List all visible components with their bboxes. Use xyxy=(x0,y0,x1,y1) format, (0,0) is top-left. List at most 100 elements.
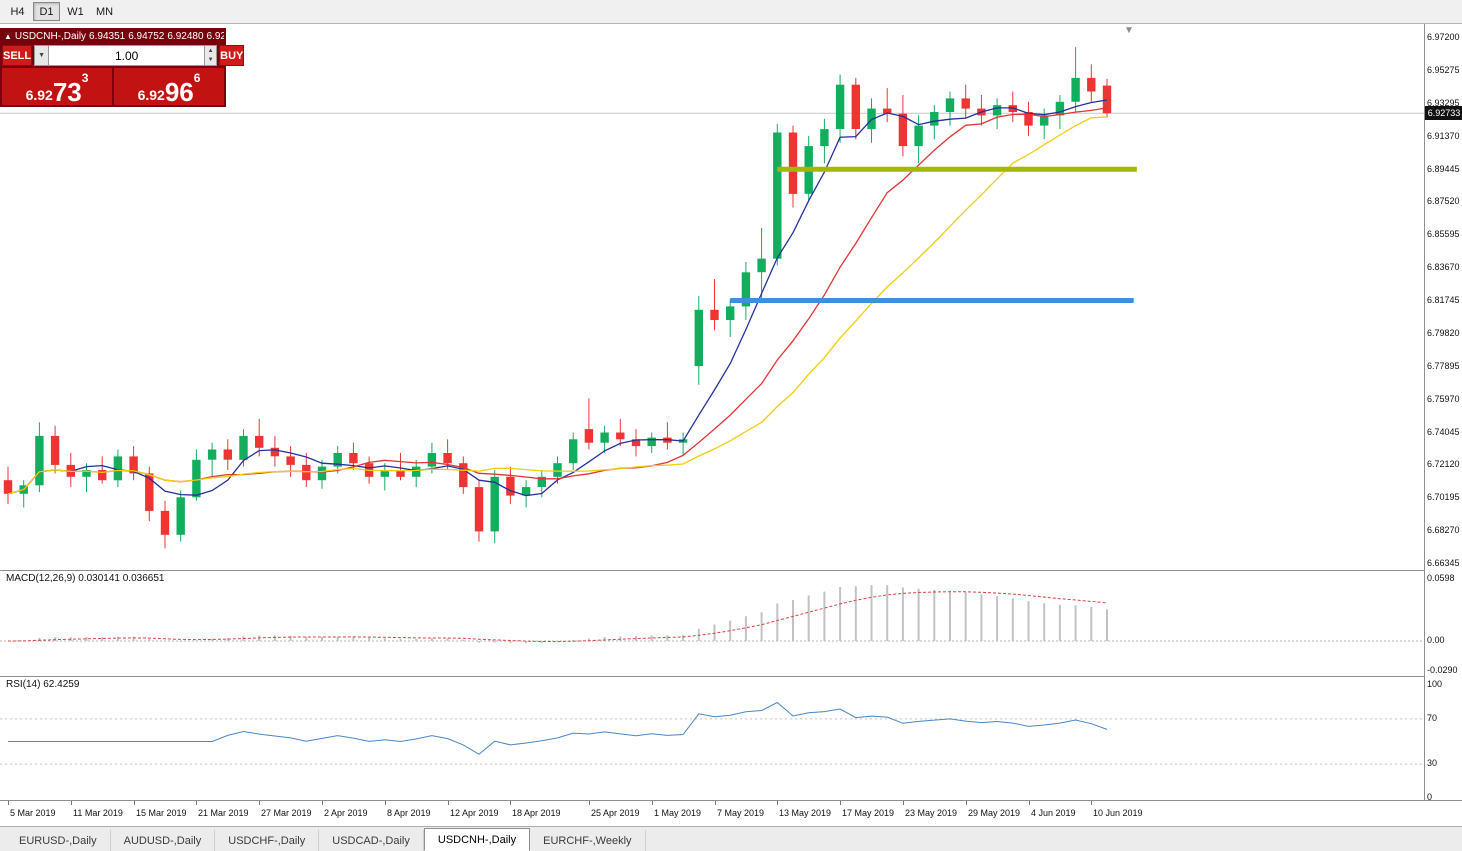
main-price-chart[interactable]: ▼ ▲ USDCNH-,Daily 6.94351 6.94752 6.9248… xyxy=(0,24,1424,570)
timeframe-button-d1[interactable]: D1 xyxy=(33,2,60,21)
candle xyxy=(647,437,656,447)
candle xyxy=(961,98,970,109)
time-axis-label: 27 Mar 2019 xyxy=(261,808,312,818)
timeframe-toolbar: H4 D1 W1 MN xyxy=(0,0,1462,24)
buy-price-point: 6 xyxy=(193,71,201,85)
candle xyxy=(270,447,280,457)
candle xyxy=(380,470,389,477)
candle xyxy=(1008,105,1017,112)
candle xyxy=(851,84,860,129)
candle xyxy=(443,453,452,464)
candle xyxy=(883,108,892,114)
volume-decrease-button[interactable]: ▼ xyxy=(205,55,217,65)
chart-tab-eurusd-daily[interactable]: EURUSD-,Daily xyxy=(6,830,111,851)
candle xyxy=(584,429,594,443)
time-axis-label: 12 Apr 2019 xyxy=(450,808,499,818)
timeframe-button-h4[interactable]: H4 xyxy=(10,5,25,18)
time-axis-tick xyxy=(589,801,590,805)
time-axis-tick xyxy=(8,801,9,805)
candle xyxy=(773,132,782,259)
candle xyxy=(239,435,248,460)
chart-tab-bar: EURUSD-,Daily AUDUSD-,Daily USDCHF-,Daily U… xyxy=(0,826,1462,851)
volume-dropdown-button[interactable]: ▼ xyxy=(34,45,50,66)
candle xyxy=(898,113,908,147)
price-axis-label: 6.81745 xyxy=(1427,295,1460,305)
chart-tab-audusd-daily[interactable]: AUDUSD-,Daily xyxy=(111,830,216,851)
sell-price-main: 6.92 xyxy=(25,86,53,103)
candle xyxy=(1087,77,1096,92)
candle xyxy=(412,466,421,477)
price-axis-label: 6.75970 xyxy=(1427,393,1460,404)
candle xyxy=(396,470,405,477)
candle xyxy=(255,435,264,448)
candle xyxy=(600,432,609,443)
candle xyxy=(616,432,625,440)
rsi-indicator-panel[interactable]: RSI(14) 62.4259 xyxy=(0,676,1424,800)
volume-increase-button[interactable]: ▲ xyxy=(205,46,217,56)
candle xyxy=(474,487,484,532)
price-axis-label: 6.70195 xyxy=(1427,492,1460,503)
candle xyxy=(914,125,923,147)
candle xyxy=(710,309,719,320)
candle xyxy=(741,272,751,307)
candle xyxy=(694,309,703,367)
buy-price-display[interactable]: 6.92 96 6 xyxy=(114,68,224,105)
buy-button[interactable]: BUY xyxy=(219,45,245,66)
current-price-tag: 6.92733 xyxy=(1425,106,1462,120)
candle xyxy=(1040,115,1049,126)
high-value: 6.94752 xyxy=(128,31,165,42)
chart-tab-eurchf-weekly[interactable]: EURCHF-,Weekly xyxy=(530,830,646,851)
price-axis-label: 6.83670 xyxy=(1427,262,1460,273)
sell-button[interactable]: SELL xyxy=(2,45,33,66)
timeframe-button-mn[interactable]: MN xyxy=(95,5,114,18)
sell-price-point: 3 xyxy=(81,71,89,85)
macd-plot[interactable] xyxy=(0,571,1424,677)
candle xyxy=(521,487,531,496)
time-axis-label: 2 Apr 2019 xyxy=(324,808,368,818)
price-axis-label: 6.77895 xyxy=(1427,360,1460,371)
time-axis-label: 11 Mar 2019 xyxy=(73,808,123,818)
time-axis-label: 5 Mar 2019 xyxy=(10,808,56,818)
candle xyxy=(992,105,1002,116)
chart-tab-usdcnh-daily[interactable]: USDCNH-,Daily xyxy=(423,828,531,851)
candlestick-plot[interactable] xyxy=(0,24,1424,570)
candle xyxy=(930,112,939,126)
price-axis-label: 6.89445 xyxy=(1427,163,1460,174)
candle xyxy=(788,132,798,194)
rsi-plot[interactable] xyxy=(0,677,1424,801)
time-axis-tick xyxy=(966,801,967,805)
volume-input[interactable] xyxy=(49,45,205,66)
macd-indicator-panel[interactable]: MACD(12,26,9) 0.030141 0.036651 xyxy=(0,570,1424,676)
macd-axis-label: -0.0290 xyxy=(1427,664,1458,675)
timeframe-button-w1[interactable]: W1 xyxy=(67,5,84,18)
candle xyxy=(1102,85,1112,114)
collapse-panel-icon[interactable]: ▲ xyxy=(4,32,12,41)
volume-spinner: ▲ ▼ xyxy=(204,45,218,66)
time-axis-label: 23 May 2019 xyxy=(905,808,958,818)
candle xyxy=(223,449,232,460)
candle xyxy=(302,464,311,481)
candle xyxy=(757,258,766,273)
volume-control: ▼ ▲ ▼ xyxy=(34,45,218,66)
close-value: 6.92733 xyxy=(206,31,224,42)
chart-tab-usdcad-daily[interactable]: USDCAD-,Daily xyxy=(319,830,424,851)
time-axis-label: 21 Mar 2019 xyxy=(198,808,249,818)
candle xyxy=(553,463,562,477)
sell-price-display[interactable]: 6.92 73 3 xyxy=(2,68,112,105)
buy-price-pips: 96 xyxy=(164,76,194,107)
candle xyxy=(129,456,138,474)
candle xyxy=(820,129,829,147)
candle xyxy=(726,306,735,320)
candle xyxy=(537,476,546,487)
candle xyxy=(427,453,437,467)
candle xyxy=(98,470,107,481)
chart-tab-usdchf-daily[interactable]: USDCHF-,Daily xyxy=(215,830,320,851)
sell-price-pips: 73 xyxy=(52,76,82,107)
time-axis-label: 7 May 2019 xyxy=(717,808,765,818)
time-axis-tick xyxy=(1029,801,1030,805)
price-axis[interactable]: 6.92733 6.97200 6.95275 6.93295 6.91370 6.89… xyxy=(1424,24,1462,802)
candle xyxy=(3,480,13,494)
time-axis-label: 4 Jun 2019 xyxy=(1031,808,1076,818)
time-axis[interactable]: 5 Mar 2019 11 Mar 2019 15 Mar 2019 21 Mar 2… xyxy=(0,800,1462,826)
